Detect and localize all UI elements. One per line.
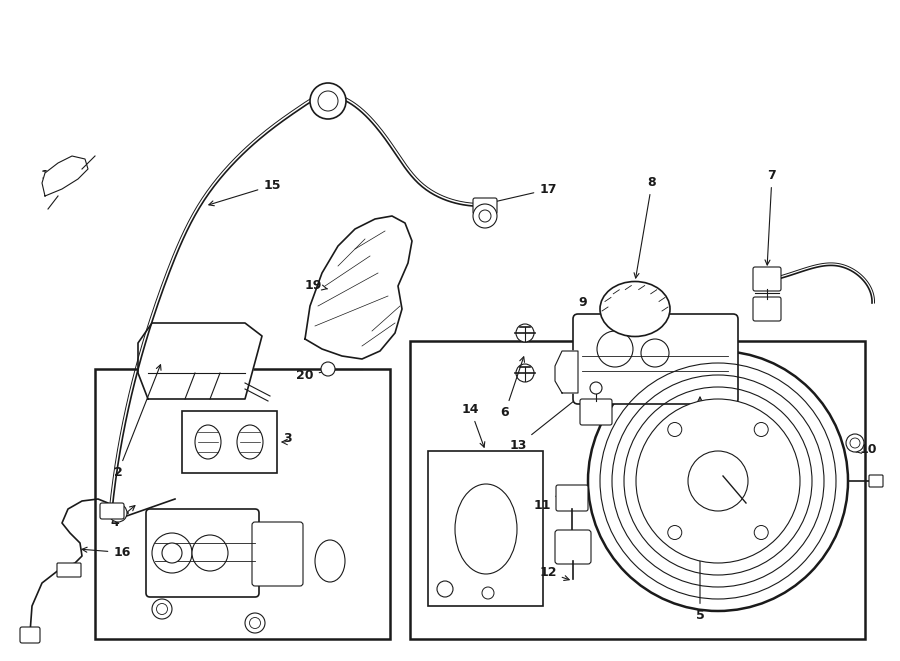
- Circle shape: [588, 351, 848, 611]
- Circle shape: [636, 399, 800, 563]
- Text: 17: 17: [489, 183, 557, 204]
- Circle shape: [641, 339, 669, 367]
- Circle shape: [152, 533, 192, 573]
- Circle shape: [668, 525, 682, 539]
- FancyBboxPatch shape: [146, 509, 259, 597]
- FancyBboxPatch shape: [57, 563, 81, 577]
- Ellipse shape: [315, 540, 345, 582]
- Circle shape: [668, 422, 682, 436]
- Circle shape: [157, 603, 167, 615]
- FancyBboxPatch shape: [252, 522, 303, 586]
- Circle shape: [437, 581, 453, 597]
- Bar: [410, 341, 865, 639]
- Circle shape: [473, 204, 497, 228]
- FancyBboxPatch shape: [573, 314, 738, 404]
- Text: 2: 2: [113, 365, 161, 479]
- Circle shape: [688, 451, 748, 511]
- Circle shape: [516, 364, 534, 382]
- Text: 4: 4: [111, 506, 135, 529]
- FancyBboxPatch shape: [103, 504, 121, 518]
- Circle shape: [318, 91, 338, 111]
- Ellipse shape: [237, 425, 263, 459]
- Text: 3: 3: [284, 432, 292, 445]
- Circle shape: [850, 438, 860, 448]
- FancyBboxPatch shape: [555, 530, 591, 564]
- Ellipse shape: [195, 425, 221, 459]
- Text: 20: 20: [296, 368, 334, 382]
- Text: 13: 13: [509, 387, 591, 452]
- Circle shape: [162, 543, 182, 563]
- Circle shape: [152, 599, 172, 619]
- Text: 7: 7: [765, 169, 777, 265]
- Circle shape: [516, 324, 534, 342]
- Ellipse shape: [455, 484, 517, 574]
- Text: 11: 11: [533, 489, 567, 512]
- Text: 12: 12: [539, 566, 569, 580]
- FancyBboxPatch shape: [869, 475, 883, 487]
- Circle shape: [754, 525, 769, 539]
- Text: 1: 1: [223, 324, 232, 365]
- FancyBboxPatch shape: [580, 399, 612, 425]
- FancyBboxPatch shape: [556, 485, 588, 511]
- Text: 6: 6: [500, 357, 525, 419]
- FancyBboxPatch shape: [753, 297, 781, 321]
- Circle shape: [109, 504, 127, 522]
- Bar: [428, 451, 543, 606]
- Bar: [95, 369, 390, 639]
- Ellipse shape: [600, 282, 670, 336]
- Circle shape: [479, 210, 491, 222]
- Text: 8: 8: [634, 176, 656, 278]
- Text: 19: 19: [304, 279, 328, 292]
- Circle shape: [590, 382, 602, 394]
- Circle shape: [192, 535, 228, 571]
- Polygon shape: [555, 351, 578, 393]
- Text: 16: 16: [82, 546, 130, 559]
- FancyBboxPatch shape: [473, 198, 497, 214]
- Circle shape: [846, 434, 864, 452]
- Polygon shape: [42, 156, 88, 196]
- Circle shape: [245, 613, 265, 633]
- FancyBboxPatch shape: [100, 503, 124, 519]
- Text: 15: 15: [209, 179, 281, 206]
- Circle shape: [597, 331, 633, 367]
- Text: 18: 18: [40, 169, 64, 182]
- Polygon shape: [138, 323, 262, 399]
- Circle shape: [754, 422, 769, 436]
- FancyBboxPatch shape: [20, 627, 40, 643]
- Polygon shape: [305, 216, 412, 359]
- Bar: [182, 411, 277, 473]
- Text: 9: 9: [579, 296, 587, 337]
- Text: 10: 10: [856, 443, 877, 456]
- Circle shape: [482, 587, 494, 599]
- FancyBboxPatch shape: [753, 267, 781, 291]
- Circle shape: [249, 617, 260, 629]
- Text: 14: 14: [462, 403, 485, 447]
- Text: 5: 5: [696, 397, 705, 622]
- Circle shape: [321, 362, 335, 376]
- Circle shape: [310, 83, 346, 119]
